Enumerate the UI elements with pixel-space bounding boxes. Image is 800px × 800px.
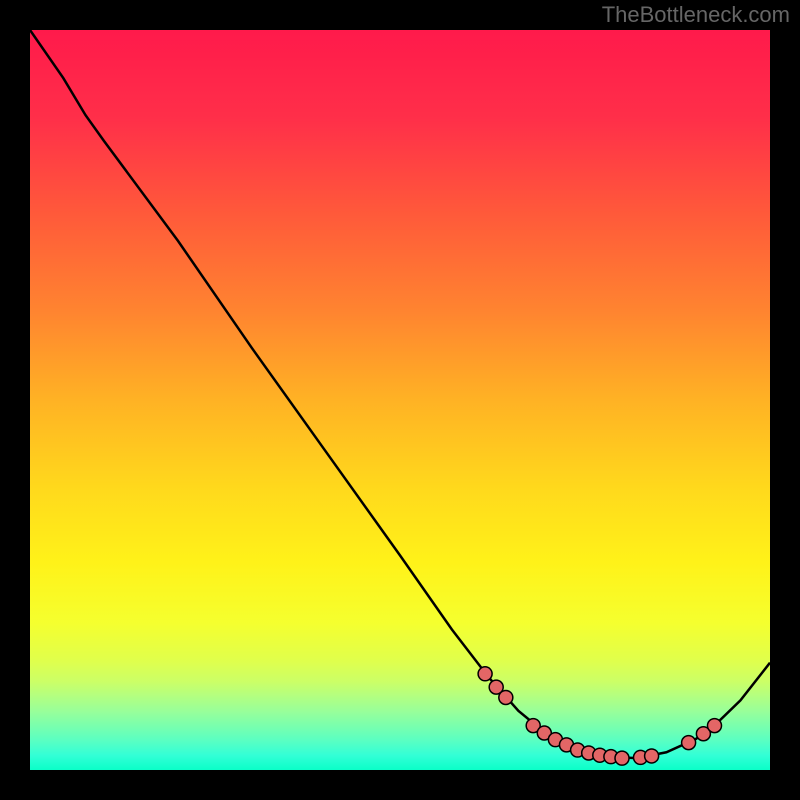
marker-point xyxy=(478,667,492,681)
marker-group xyxy=(478,667,721,765)
chart-container: TheBottleneck.com xyxy=(0,0,800,800)
curve-path xyxy=(30,30,770,758)
marker-point xyxy=(682,736,696,750)
marker-point xyxy=(708,719,722,733)
curve-layer xyxy=(30,30,770,770)
marker-point xyxy=(615,751,629,765)
marker-point xyxy=(499,690,513,704)
watermark-text: TheBottleneck.com xyxy=(602,2,790,28)
marker-point xyxy=(645,749,659,763)
plot-area xyxy=(30,30,770,770)
